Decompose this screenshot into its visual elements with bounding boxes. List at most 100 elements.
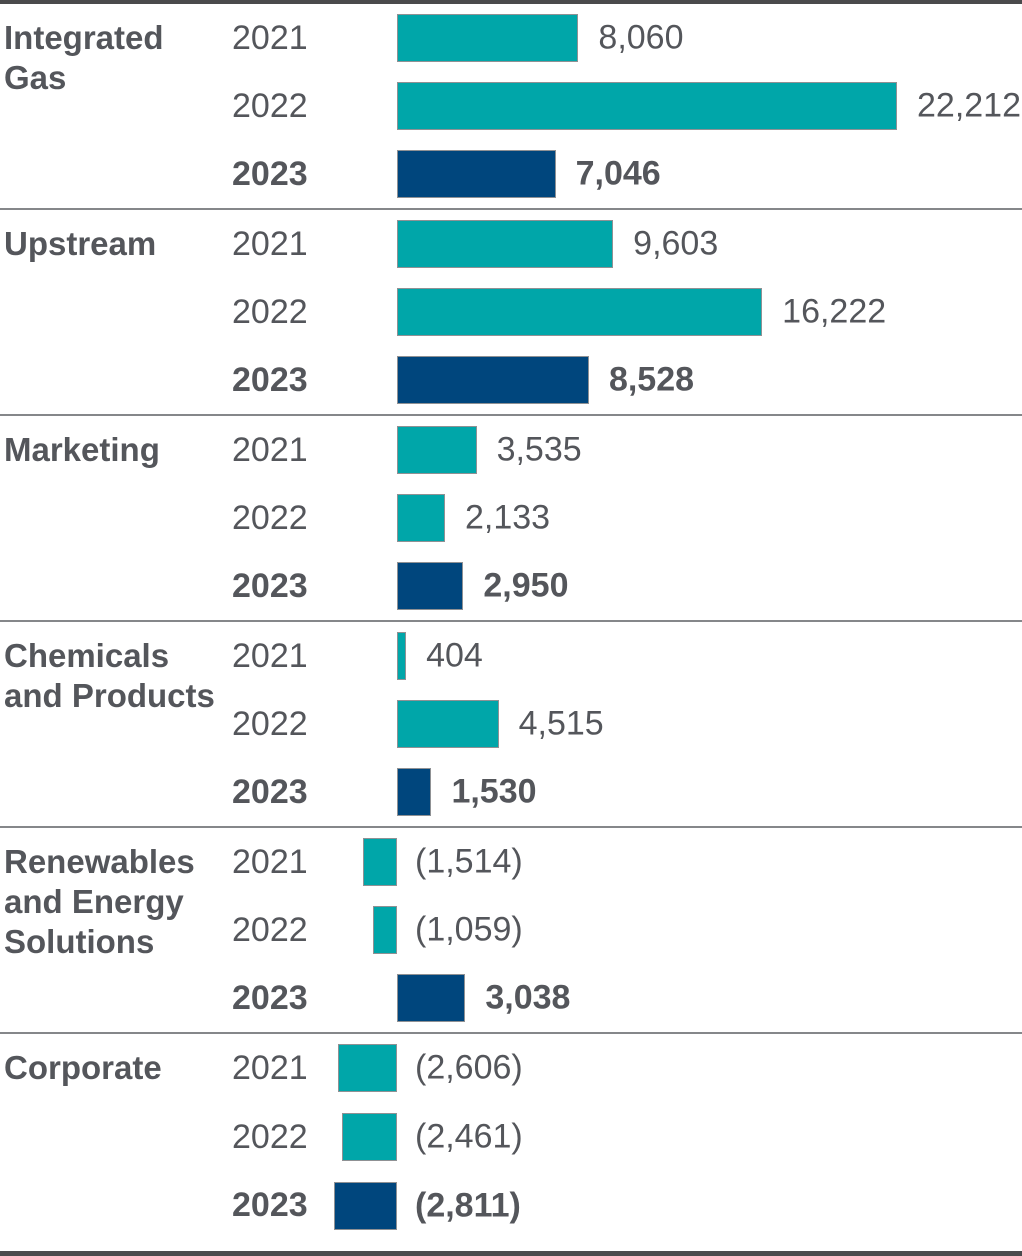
value-bar [341,1113,397,1161]
year-label: 2022 [232,1117,308,1156]
plot-area: 8,528 [393,346,1022,414]
year-label: 2021 [232,636,308,675]
year-label: 2022 [232,704,308,743]
plot-area: (2,811) [333,1171,1022,1240]
value-label: 16,222 [782,292,887,331]
value-bar [397,494,445,542]
bar-row: 2023 1,530 [228,758,1022,826]
plot-area: 22,212 [393,72,1022,140]
segment-section: Integrated Gas 2021 8,060 2022 22,212 20… [0,4,1022,210]
year-label: 2023 [232,1186,308,1225]
segment-label: Marketing [4,431,160,468]
plot-area: 2,133 [393,484,1022,552]
value-label: 3,535 [496,430,582,469]
segment-section: Renewables and Energy Solutions 2021 (1,… [0,828,1022,1034]
segment-rows: 2021 8,060 2022 22,212 2023 7,046 [228,4,1022,208]
value-bar [362,838,397,886]
bar-row: 2021 (1,514) [228,828,1022,896]
segment-rows: 2021 404 2022 4,515 2023 1,530 [228,622,1022,826]
value-bar [373,906,397,954]
bar-row: 2022 22,212 [228,72,1022,140]
bar-row: 2023 2,950 [228,552,1022,620]
value-label: 7,046 [575,154,661,193]
value-bar [397,82,897,130]
year-label: 2022 [232,86,308,125]
plot-area: (1,514) [362,828,1022,896]
segment-label: Corporate [4,1049,162,1086]
year-label: 2023 [232,360,308,399]
value-label: 9,603 [633,224,719,263]
value-label: 2,950 [483,566,569,605]
value-bar [338,1044,397,1093]
bar-row: 2021 404 [228,622,1022,690]
year-label: 2021 [232,224,308,263]
segment-rows: 2021 9,603 2022 16,222 2023 8,528 [228,210,1022,414]
value-label: 404 [426,636,483,675]
value-label: (1,514) [415,842,523,881]
bar-row: 2021 9,603 [228,210,1022,278]
value-label: 4,515 [518,704,604,743]
bar-row: 2022 (1,059) [228,896,1022,964]
value-bar [397,632,407,680]
value-label: (1,059) [415,910,523,949]
bar-row: 2023 (2,811) [228,1171,1022,1240]
value-bar [397,356,589,404]
year-label: 2021 [232,430,308,469]
year-label: 2021 [232,842,308,881]
value-label: 8,060 [598,18,684,57]
value-bar [397,150,556,198]
value-label: 8,528 [608,360,695,399]
plot-area: 16,222 [393,278,1022,346]
segment-rows: 2021 (1,514) 2022 (1,059) 2023 3,038 [228,828,1022,1032]
value-bar [397,562,464,610]
year-label: 2023 [232,978,308,1017]
segment-label: Upstream [4,225,157,262]
bar-row: 2023 3,038 [228,964,1022,1032]
plot-area: 4,515 [393,690,1022,758]
year-label: 2023 [232,566,308,605]
plot-area: 8,060 [393,4,1022,72]
plot-area: (1,059) [373,896,1022,964]
year-label: 2021 [232,1048,308,1087]
segment-rows: 2021 3,535 2022 2,133 2023 2,950 [228,416,1022,620]
bar-row: 2023 8,528 [228,346,1022,414]
bar-row: 2021 (2,606) [228,1034,1022,1103]
bar-row: 2022 4,515 [228,690,1022,758]
year-label: 2023 [232,154,308,193]
bar-row: 2023 7,046 [228,140,1022,208]
year-label: 2022 [232,292,308,331]
segment-rows: 2021 (2,606) 2022 (2,461) 2023 (2,811) [228,1034,1022,1240]
value-bar [333,1181,397,1230]
bar-row: 2021 3,535 [228,416,1022,484]
plot-area: 404 [393,622,1022,690]
segment-section: Upstream 2021 9,603 2022 16,222 2023 8,5… [0,210,1022,416]
value-label: 22,212 [917,86,1021,125]
value-bar [397,426,477,474]
plot-area: 9,603 [393,210,1022,278]
plot-area: 3,535 [393,416,1022,484]
value-bar [397,974,466,1022]
value-label: (2,461) [415,1117,523,1156]
segment-section: Chemicals and Products 2021 404 2022 4,5… [0,622,1022,828]
plot-area: 3,038 [393,964,1022,1032]
year-label: 2023 [232,772,308,811]
bar-row: 2022 (2,461) [228,1103,1022,1172]
value-bar [397,288,763,336]
value-label: 1,530 [451,772,537,811]
segment-section: Corporate 2021 (2,606) 2022 (2,461) 2023… [0,1034,1022,1240]
plot-area: 7,046 [393,140,1022,208]
value-label: (2,811) [415,1186,521,1225]
plot-area: (2,606) [338,1034,1022,1103]
segment-label: Renewables and Energy Solutions [4,843,195,960]
value-label: 2,133 [465,498,551,537]
segment-label: Chemicals and Products [4,637,215,714]
value-bar [397,220,614,268]
year-label: 2022 [232,498,308,537]
value-bar [397,700,499,748]
plot-area: (2,461) [341,1103,1022,1172]
value-label: 3,038 [485,978,571,1017]
year-label: 2021 [232,18,308,57]
plot-area: 1,530 [393,758,1022,826]
value-bar [397,768,432,816]
